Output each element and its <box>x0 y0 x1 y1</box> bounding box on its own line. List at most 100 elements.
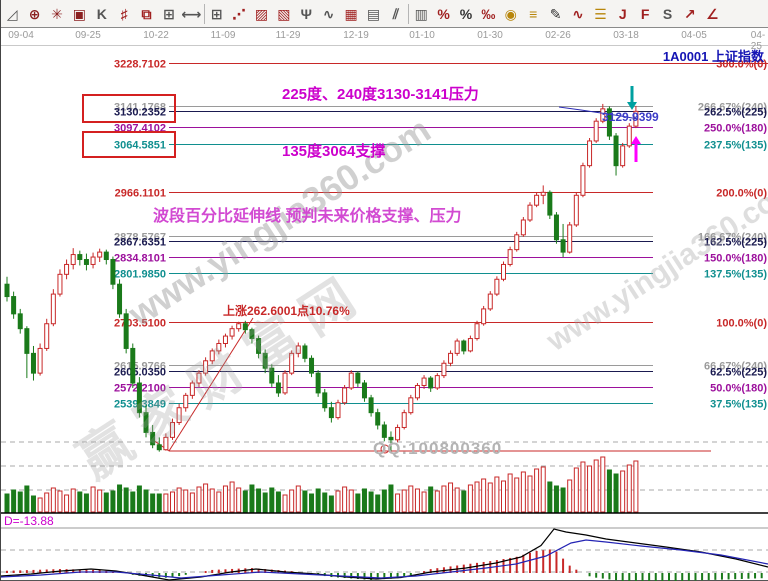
red-grid-icon[interactable]: ▦ <box>344 5 358 22</box>
percent-level-label: 262.5%(225) <box>704 107 767 119</box>
volume-bar <box>269 487 275 513</box>
gann-square-icon[interactable]: ▣ <box>72 5 86 22</box>
table-frame-icon[interactable]: ⊞ <box>210 5 223 22</box>
volume-bar <box>626 464 632 513</box>
candle-body <box>90 256 96 265</box>
candle-body <box>401 412 407 428</box>
candle-body <box>37 347 43 374</box>
percent-level-label: 37.5%(135) <box>710 399 767 411</box>
candle-body <box>520 219 526 236</box>
percent-strike-icon[interactable]: % <box>437 5 450 22</box>
volume-bar <box>17 491 23 513</box>
kline-note-icon[interactable]: K <box>96 5 107 22</box>
fan-box-icon[interactable]: ▧ <box>277 5 291 22</box>
candle-body <box>421 377 427 386</box>
wave-icon[interactable]: ∿ <box>572 5 584 22</box>
up-arrow-icon <box>631 136 641 144</box>
candle-body <box>540 191 546 196</box>
candle-body <box>302 345 308 359</box>
candle-body <box>64 263 70 275</box>
candle-body <box>24 328 30 354</box>
price-level-label: 3141.1768 <box>114 102 166 114</box>
percent-level-label: 50.0%(180) <box>710 383 767 395</box>
fan-burst-icon[interactable]: ✳ <box>51 5 63 22</box>
volume-tool-icon[interactable]: ▥ <box>414 5 428 22</box>
candle-body <box>467 338 473 352</box>
circle-cycle-icon[interactable]: ⊕ <box>28 5 41 22</box>
gold-circle-icon[interactable]: ◉ <box>504 5 517 22</box>
candle-body <box>295 345 301 354</box>
candle-body <box>626 125 632 147</box>
candle-body <box>256 338 262 354</box>
volume-bar <box>540 466 546 513</box>
candle-body <box>275 382 281 394</box>
volume-bar <box>57 490 63 513</box>
width-measure-icon[interactable]: ⟷ <box>181 5 202 22</box>
volume-bar <box>520 471 526 513</box>
candle-body <box>189 382 195 396</box>
candle-body <box>361 382 367 399</box>
percent-level-label: 100.0%(0) <box>716 318 767 330</box>
volume-bar <box>24 485 30 513</box>
percent-level-label: 200.0%(0) <box>716 188 767 200</box>
brush-icon[interactable]: ✎ <box>549 5 562 22</box>
s-angle-icon[interactable]: S <box>662 5 673 22</box>
gann-box-icon[interactable]: ▨ <box>254 5 269 22</box>
volume-bar <box>553 485 559 513</box>
date-tick: 09-25 <box>75 30 101 41</box>
candle-body <box>4 283 10 298</box>
speed-fan-icon[interactable]: ⋰ <box>232 5 247 22</box>
candle-body <box>110 259 116 285</box>
volume-bar <box>302 490 308 513</box>
candle-body <box>527 204 533 221</box>
volume-bar <box>401 489 407 513</box>
candle-body <box>481 308 487 325</box>
advance-angle-icon[interactable]: ↗ <box>684 5 696 22</box>
volume-bar <box>242 490 248 513</box>
candle-body <box>77 254 83 261</box>
candle-body <box>375 412 381 426</box>
gann-angle-icon[interactable]: ◿ <box>6 5 18 22</box>
candle-body <box>315 372 321 394</box>
number-grid-icon[interactable]: ⊞ <box>163 5 175 22</box>
candle-body <box>163 436 169 451</box>
candle-body <box>216 342 222 352</box>
percent-level-label: 237.5%(135) <box>704 140 767 152</box>
volume-bar <box>222 485 228 513</box>
volume-bar <box>593 459 599 513</box>
hide-angle-icon[interactable]: ∠ <box>706 5 719 22</box>
percent-level-label: 300.0%(0) <box>716 59 767 71</box>
price-level-label: 2615.9766 <box>114 361 166 373</box>
plain-grid-icon[interactable]: ▤ <box>366 5 381 22</box>
candle-body <box>587 140 593 167</box>
candle-body <box>309 357 315 374</box>
volume-bar <box>30 495 36 513</box>
volume-bar <box>289 489 295 513</box>
candle-body <box>50 293 56 325</box>
j-angle-icon[interactable]: J <box>618 5 627 22</box>
percent-line-icon[interactable]: ‰ <box>481 5 496 22</box>
measure-line <box>168 317 254 452</box>
parallel-lines-icon[interactable]: ⫽ <box>392 5 399 22</box>
grid-hash-icon[interactable]: ♯ <box>120 5 128 22</box>
box-hash-icon[interactable]: ⧉ <box>141 5 152 22</box>
volume-bar <box>375 494 381 513</box>
volume-bar <box>454 487 460 513</box>
date-tick: 02-26 <box>545 30 571 41</box>
gold-line-icon[interactable]: ≡ <box>529 5 538 22</box>
date-tick: 09-04 <box>8 30 34 41</box>
candle-body <box>44 323 50 349</box>
volume-bar <box>97 489 103 513</box>
candle-body <box>136 382 142 414</box>
trend-fork-icon[interactable]: Ψ <box>300 5 312 22</box>
f-angle-icon[interactable]: F <box>640 5 650 22</box>
date-tick: 11-09 <box>210 30 236 41</box>
gold-underline-icon[interactable]: ☰ <box>594 5 607 22</box>
candle-body <box>289 352 295 374</box>
volume-bar <box>600 456 606 513</box>
zigzag-icon[interactable]: ∿ <box>322 5 335 22</box>
volume-bar <box>150 493 156 513</box>
percent-icon[interactable]: % <box>459 5 473 22</box>
candle-body <box>514 234 520 251</box>
